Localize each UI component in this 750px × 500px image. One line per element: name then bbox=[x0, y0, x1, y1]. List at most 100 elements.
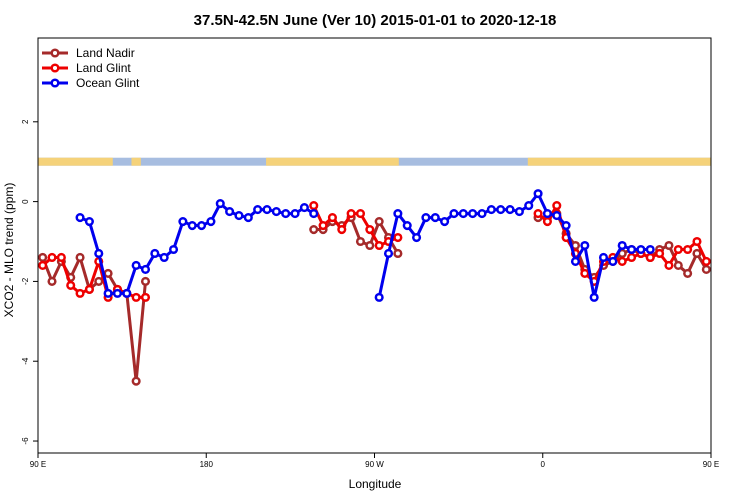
data-point bbox=[150, 248, 160, 259]
data-point bbox=[374, 217, 384, 227]
data-point bbox=[486, 205, 496, 215]
data-point bbox=[692, 248, 702, 259]
data-point bbox=[253, 205, 263, 215]
data-point bbox=[664, 260, 674, 271]
x-tick-label: 0 bbox=[541, 460, 546, 469]
data-point bbox=[542, 217, 552, 227]
data-point bbox=[374, 240, 384, 251]
data-point bbox=[393, 232, 403, 243]
data-point bbox=[318, 220, 328, 231]
data-point bbox=[421, 213, 431, 223]
data-point bbox=[701, 256, 711, 267]
data-point bbox=[168, 244, 179, 255]
data-point bbox=[103, 288, 113, 298]
data-point bbox=[552, 211, 562, 221]
data-point bbox=[112, 288, 123, 298]
data-point bbox=[122, 288, 132, 298]
data-point bbox=[299, 203, 309, 213]
data-point bbox=[84, 284, 94, 294]
legend-marker bbox=[50, 48, 60, 58]
data-point bbox=[178, 217, 188, 227]
data-point bbox=[187, 220, 197, 231]
data-point bbox=[206, 217, 216, 227]
data-point bbox=[75, 213, 85, 223]
data-point bbox=[383, 248, 394, 259]
data-point bbox=[393, 209, 403, 219]
data-point bbox=[580, 268, 590, 278]
data-point bbox=[271, 207, 281, 217]
data-point bbox=[542, 209, 552, 219]
data-point bbox=[327, 213, 337, 223]
data-point bbox=[645, 244, 655, 255]
data-point bbox=[449, 209, 459, 219]
data-point bbox=[281, 209, 291, 219]
x-axis: 90 E 180 90 W 0 90 E bbox=[30, 453, 719, 469]
data-point bbox=[608, 256, 618, 267]
data-point bbox=[309, 209, 319, 219]
data-point bbox=[94, 276, 104, 286]
data-point bbox=[243, 213, 253, 223]
x-tick-label: 180 bbox=[200, 460, 214, 469]
data-point bbox=[430, 213, 440, 223]
land-band bbox=[38, 157, 113, 166]
data-point bbox=[552, 201, 562, 211]
data-point bbox=[673, 260, 683, 271]
series-line bbox=[377, 192, 651, 299]
data-point bbox=[234, 211, 244, 221]
series-ocean-glint bbox=[75, 189, 655, 302]
data-point bbox=[365, 240, 375, 251]
y-tick-label: 2 bbox=[21, 119, 30, 124]
data-point bbox=[290, 209, 300, 219]
series-line bbox=[313, 216, 400, 255]
data-point bbox=[655, 248, 665, 259]
data-point bbox=[75, 252, 85, 263]
data-point bbox=[626, 244, 637, 255]
data-point bbox=[159, 252, 169, 263]
data-point bbox=[225, 207, 235, 217]
data-point bbox=[468, 209, 478, 219]
data-point bbox=[66, 280, 76, 290]
data-point bbox=[309, 201, 319, 211]
x-axis-label: Longitude bbox=[349, 477, 402, 491]
data-point bbox=[440, 217, 450, 227]
data-point bbox=[47, 252, 57, 263]
legend-item: Land Glint bbox=[42, 61, 131, 75]
data-point bbox=[533, 189, 543, 199]
y-tick-label: -6 bbox=[21, 437, 30, 445]
data-point bbox=[636, 244, 646, 255]
data-point bbox=[645, 252, 655, 263]
data-point bbox=[215, 199, 225, 209]
data-point bbox=[561, 220, 571, 231]
data-point bbox=[346, 209, 356, 219]
data-point bbox=[355, 236, 366, 247]
data-point bbox=[477, 209, 487, 219]
data-point bbox=[589, 292, 599, 302]
data-point bbox=[262, 205, 272, 215]
data-point bbox=[131, 260, 141, 271]
data-point bbox=[47, 276, 57, 286]
data-point bbox=[103, 268, 113, 278]
data-point bbox=[626, 252, 637, 263]
data-point bbox=[56, 252, 66, 263]
legend-marker bbox=[50, 78, 60, 88]
data-point bbox=[673, 244, 683, 255]
data-point bbox=[94, 248, 104, 259]
data-point bbox=[355, 209, 366, 219]
chart-title: 37.5N-42.5N June (Ver 10) 2015-01-01 to … bbox=[194, 12, 557, 29]
legend-label: Land Nadir bbox=[76, 46, 135, 60]
data-point bbox=[617, 256, 627, 267]
plot-series bbox=[38, 189, 711, 386]
data-point bbox=[337, 224, 347, 235]
data-point bbox=[683, 244, 693, 255]
data-point bbox=[84, 217, 94, 227]
data-point bbox=[402, 220, 412, 231]
data-point bbox=[496, 205, 506, 215]
data-point bbox=[365, 224, 375, 235]
data-point bbox=[701, 264, 711, 274]
data-point bbox=[140, 292, 151, 302]
y-axis-label: XCO2 - MLO trend (ppm) bbox=[2, 183, 16, 318]
series-line bbox=[312, 204, 399, 247]
land-ocean-strip bbox=[38, 157, 711, 166]
data-point bbox=[131, 376, 141, 386]
